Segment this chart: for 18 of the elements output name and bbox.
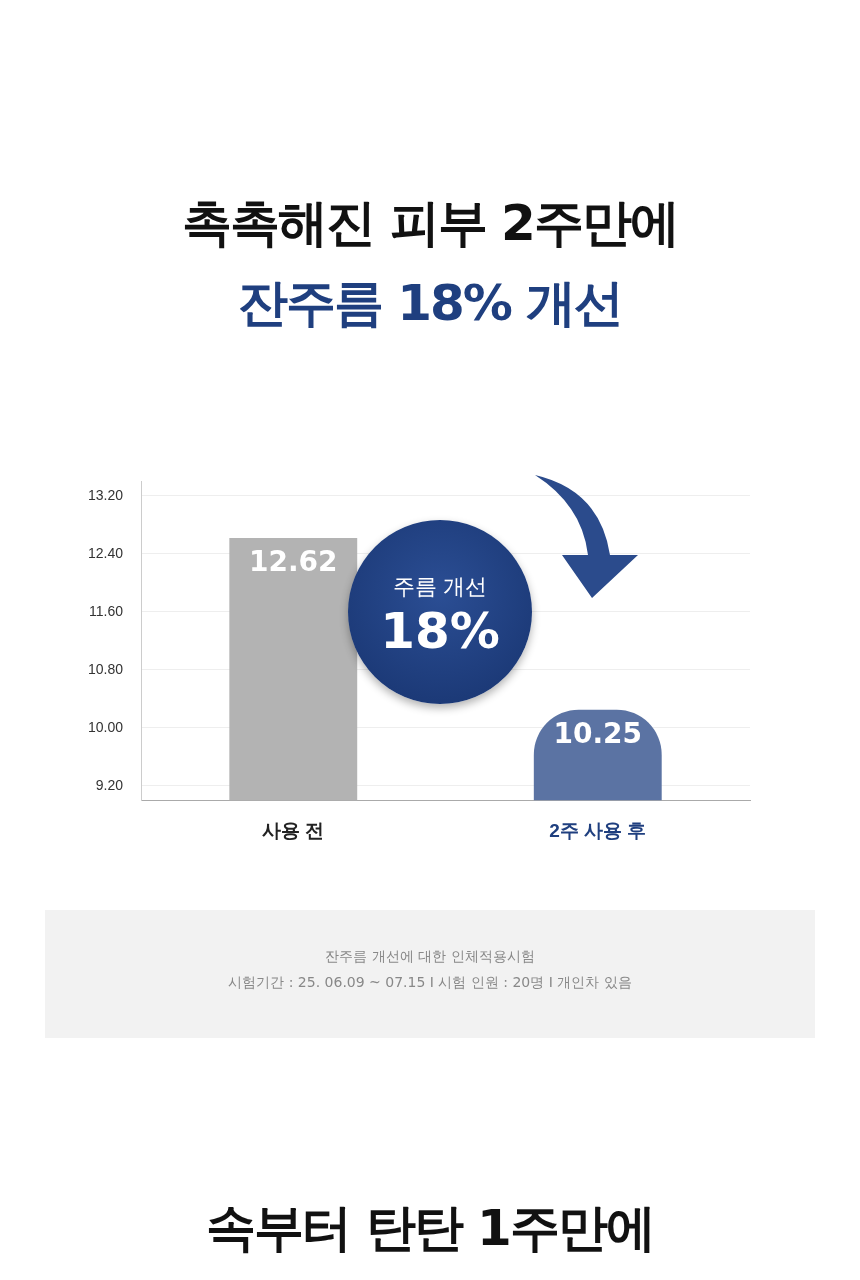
- x-tick-label: 사용 전: [262, 819, 325, 841]
- text: 속부터 탄탄 1주만에: [205, 1198, 655, 1259]
- y-tick-label: 10.00: [87, 718, 124, 735]
- annotation: 18%: [379, 602, 501, 660]
- y-tick-label: 9.20: [95, 776, 124, 793]
- chart-subtitle: 잔주름 18% 개선: [236, 273, 624, 334]
- data-label: 10.25: [553, 716, 643, 750]
- annotation: 주름 개선: [391, 573, 489, 601]
- y-tick-label: 10.80: [87, 660, 124, 677]
- y-tick-label: 11.60: [89, 602, 124, 619]
- text: 잔주름 개선에 대한 인체적용시험: [324, 948, 536, 966]
- x-tick-label: 2주 사용 후: [549, 819, 647, 841]
- text: 시험기간 : 25. 06.09 ~ 07.15 I 시험 인원 : 20명 I 개인차 있음: [227, 974, 633, 992]
- chart-title: 촉촉해진 피부 2주만에: [181, 193, 679, 254]
- y-tick-label: 12.40: [87, 544, 124, 561]
- y-tick-label: 13.20: [87, 486, 124, 503]
- data-label: 12.62: [248, 545, 338, 579]
- circle-badge: 주름 개선 18%: [348, 520, 532, 704]
